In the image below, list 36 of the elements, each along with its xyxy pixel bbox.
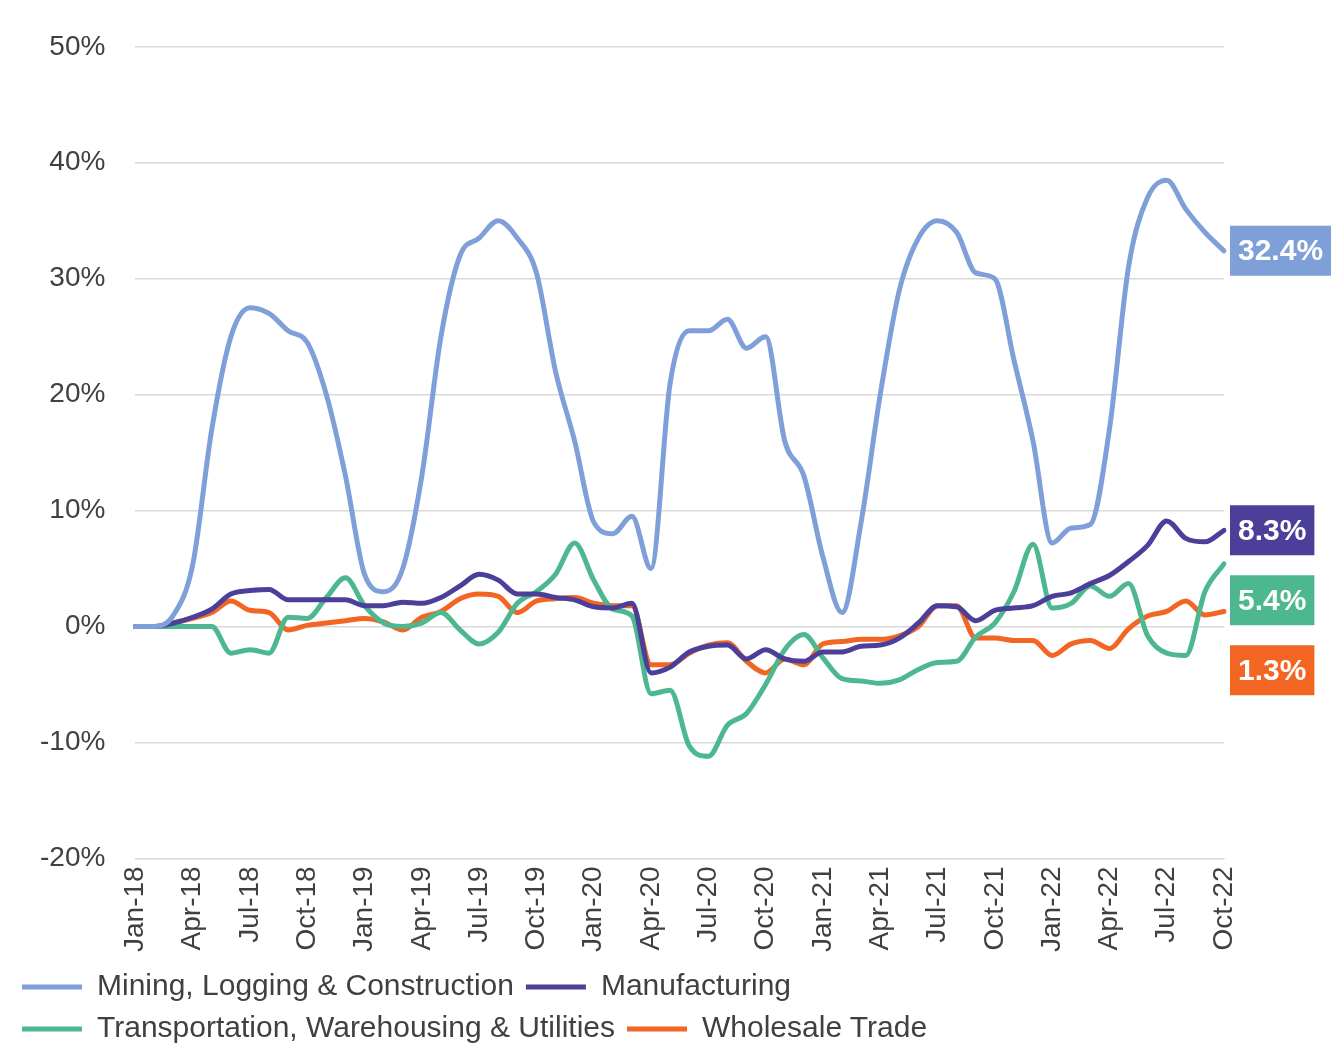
x-tick-label: Jul-22 <box>1149 866 1181 943</box>
data-label: 1.3% <box>1238 652 1307 686</box>
x-tick-label: Jan-18 <box>118 866 150 953</box>
x-tick-label: Apr-22 <box>1092 866 1124 951</box>
x-tick-label: Jan-22 <box>1034 866 1066 953</box>
x-tick-label: Jul-21 <box>920 866 952 943</box>
x-tick-label: Oct-20 <box>748 866 780 951</box>
x-tick-label: Jul-18 <box>232 866 264 943</box>
y-tick-label: 40% <box>49 145 106 177</box>
y-tick-label: 50% <box>49 29 106 61</box>
data-label: 32.4% <box>1238 233 1324 267</box>
x-tick-label: Jan-19 <box>347 866 379 953</box>
x-tick-label: Oct-22 <box>1206 866 1238 951</box>
x-tick-label: Apr-21 <box>862 866 894 951</box>
x-tick-label: Oct-19 <box>519 866 551 951</box>
data-label: 8.3% <box>1238 512 1307 546</box>
y-tick-label: 30% <box>49 261 106 293</box>
legend-label: Wholesale Trade <box>702 1010 928 1044</box>
x-tick-label: Apr-18 <box>175 866 207 951</box>
x-tick-label: Oct-21 <box>977 866 1009 951</box>
y-tick-label: 0% <box>64 609 106 641</box>
x-tick-label: Jan-21 <box>805 866 837 953</box>
y-tick-label: 10% <box>49 493 106 525</box>
x-tick-label: Apr-19 <box>404 866 436 951</box>
legend-label: Mining, Logging & Construction <box>97 968 514 1002</box>
data-label: 5.4% <box>1238 582 1307 616</box>
x-tick-label: Jan-20 <box>576 866 608 953</box>
legend-label: Transportation, Warehousing & Utilities <box>97 1010 615 1044</box>
y-tick-label: -20% <box>39 841 106 873</box>
x-tick-label: Apr-20 <box>633 866 665 951</box>
y-tick-label: -10% <box>39 725 106 757</box>
x-tick-label: Jul-20 <box>691 866 723 943</box>
legend-label: Manufacturing <box>600 968 792 1002</box>
x-tick-label: Oct-18 <box>289 866 321 951</box>
y-tick-label: 20% <box>49 377 106 409</box>
x-tick-label: Jul-19 <box>461 866 493 943</box>
